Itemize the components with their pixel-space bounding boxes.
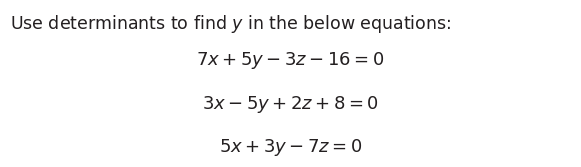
Text: $3\mathit{x} - 5\mathit{y} + 2\mathit{z} + 8 = 0$: $3\mathit{x} - 5\mathit{y} + 2\mathit{z}…	[202, 94, 379, 115]
Text: $7\mathit{x} + 5\mathit{y} - 3\mathit{z} - 16 = 0$: $7\mathit{x} + 5\mathit{y} - 3\mathit{z}…	[196, 50, 385, 71]
Text: Use determinants to find $y$ in the below equations:: Use determinants to find $y$ in the belo…	[10, 13, 451, 35]
Text: $5\mathit{x} + 3\mathit{y} - 7\mathit{z} = 0$: $5\mathit{x} + 3\mathit{y} - 7\mathit{z}…	[219, 137, 362, 158]
